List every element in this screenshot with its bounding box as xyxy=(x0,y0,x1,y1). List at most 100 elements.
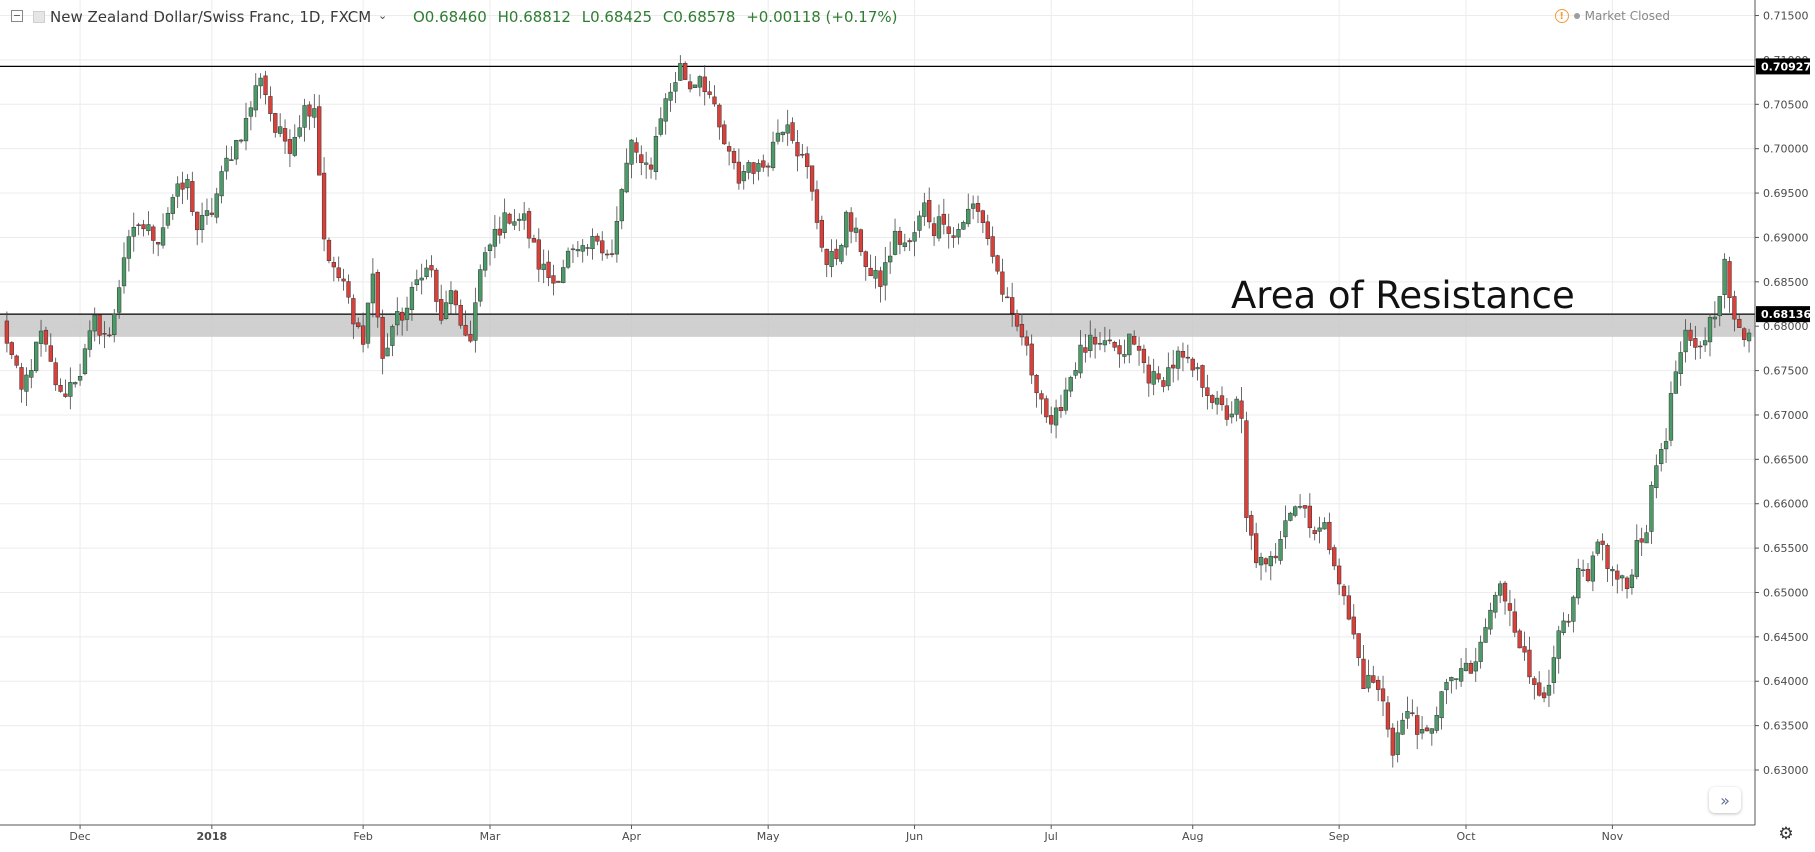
candle-body xyxy=(1039,393,1044,400)
candle-body xyxy=(1424,727,1430,732)
candle-body xyxy=(502,212,507,233)
candle xyxy=(780,131,785,143)
candle xyxy=(1517,628,1522,649)
candle-body xyxy=(1551,657,1556,683)
candle-body xyxy=(858,229,864,252)
candle-body xyxy=(478,269,483,302)
candle-body xyxy=(775,132,781,142)
candle xyxy=(1185,344,1190,364)
candle-body xyxy=(644,162,649,165)
time-tick-label: Jul xyxy=(1044,830,1058,843)
candle-body xyxy=(160,227,166,246)
candle xyxy=(1278,530,1283,565)
price-axis-bg xyxy=(1755,0,1815,848)
candle xyxy=(1293,505,1298,518)
market-status[interactable]: ! Market Closed xyxy=(1554,9,1670,23)
candle xyxy=(1156,366,1161,383)
scroll-to-realtime-button[interactable]: » xyxy=(1709,787,1741,813)
candle-body xyxy=(585,247,590,249)
candle xyxy=(1683,319,1688,363)
candle xyxy=(268,86,273,122)
candle-body xyxy=(1366,674,1371,689)
candle-body xyxy=(1263,558,1269,565)
candle-body xyxy=(1707,317,1713,343)
candle-body xyxy=(634,142,639,153)
symbol-title[interactable]: New Zealand Dollar/Swiss Franc, 1D, FXCM xyxy=(50,8,372,26)
candle xyxy=(1053,399,1059,439)
candle-body xyxy=(1600,540,1605,545)
candle xyxy=(873,256,878,289)
candle-body xyxy=(360,325,366,345)
candle-body xyxy=(1229,413,1234,418)
candle xyxy=(487,243,493,266)
price-axis[interactable]: 0.715000.710000.705000.700000.695000.690… xyxy=(1754,0,1815,848)
chevron-down-icon[interactable]: ⌄ xyxy=(378,9,388,22)
candle-body xyxy=(307,104,312,117)
candle xyxy=(385,333,390,357)
candle xyxy=(263,70,268,105)
candle-body xyxy=(1151,371,1156,385)
candle-body xyxy=(678,63,683,81)
candle xyxy=(1112,340,1117,352)
candle-body xyxy=(653,135,659,172)
candle-body xyxy=(1395,732,1400,755)
candle xyxy=(595,233,600,246)
candle-body xyxy=(351,298,356,325)
candle-body xyxy=(248,107,254,117)
candle xyxy=(1102,326,1108,353)
candle-body xyxy=(1527,649,1532,678)
candle-body xyxy=(609,253,615,255)
candle-body xyxy=(24,374,29,392)
candle xyxy=(1737,315,1742,328)
candle xyxy=(805,146,810,179)
candle-body xyxy=(1449,677,1454,682)
price-tick-label: 0.68000 xyxy=(1763,320,1809,333)
collapse-icon[interactable] xyxy=(11,10,23,22)
candle-body xyxy=(1058,407,1064,412)
candle xyxy=(970,195,976,220)
candle xyxy=(1336,558,1342,595)
candle-body xyxy=(1317,527,1322,532)
candle xyxy=(1444,678,1449,705)
candle-body xyxy=(1478,641,1483,662)
candle xyxy=(307,101,312,130)
candle xyxy=(1239,387,1244,434)
candle-body xyxy=(946,226,951,234)
price-tick-label: 0.63000 xyxy=(1763,764,1809,777)
candle xyxy=(1415,706,1420,750)
candle xyxy=(961,220,966,230)
candle-body xyxy=(990,236,995,257)
candle-body xyxy=(190,181,195,212)
candle xyxy=(497,216,502,244)
gear-icon[interactable]: ⚙ xyxy=(1778,824,1794,844)
candle xyxy=(775,119,781,145)
candle xyxy=(1624,576,1630,599)
candle-body xyxy=(1297,506,1303,508)
candle xyxy=(1073,362,1078,379)
candle xyxy=(668,83,673,112)
candle-body xyxy=(1097,342,1103,345)
candle-body xyxy=(1454,678,1459,680)
annotation-label[interactable]: Area of Resistance xyxy=(1231,274,1575,317)
candle-body xyxy=(1649,484,1654,532)
candle-body xyxy=(834,248,839,260)
candle-body xyxy=(956,229,961,238)
candle-body xyxy=(473,302,478,341)
candle xyxy=(629,139,634,179)
candle-body xyxy=(146,224,151,232)
candle xyxy=(1644,524,1649,544)
candle xyxy=(1512,598,1517,638)
candle-body xyxy=(292,137,297,156)
candle xyxy=(980,209,986,234)
candle-body xyxy=(1288,512,1293,521)
candle-body xyxy=(1566,620,1571,623)
time-axis[interactable]: Dec 2018 Feb Mar Apr May Jun Jul Aug Sep Oct Nov xyxy=(0,824,1815,848)
candle xyxy=(756,159,761,181)
candle xyxy=(443,290,449,320)
candle xyxy=(424,259,429,280)
candle-body xyxy=(224,157,229,172)
candle-body xyxy=(1473,661,1478,672)
candle xyxy=(1049,406,1054,434)
